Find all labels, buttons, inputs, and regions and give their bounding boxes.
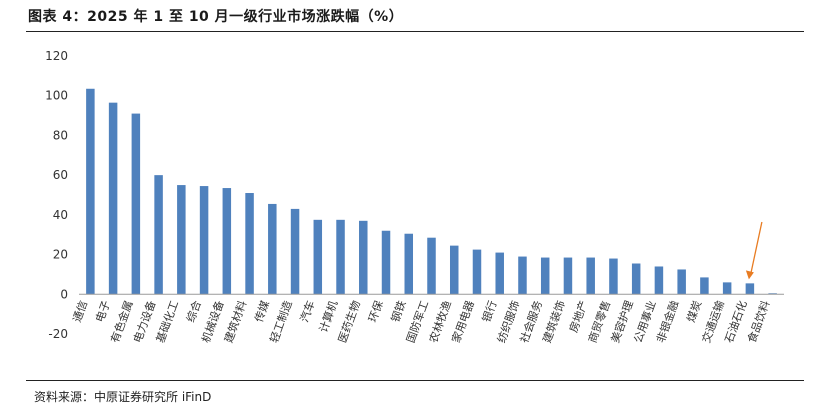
bar	[654, 266, 664, 295]
chart-title: 图表 4：2025 年 1 至 10 月一级行业市场涨跌幅（%）	[28, 9, 404, 25]
y-tick-label: 100	[45, 89, 68, 103]
y-tick-label: 80	[53, 128, 68, 142]
bar	[609, 258, 618, 295]
bar	[427, 237, 436, 295]
category-label: 钢铁	[389, 299, 409, 324]
bar	[745, 283, 755, 295]
bar	[449, 245, 459, 295]
bar	[540, 257, 550, 295]
title-rule	[26, 31, 804, 32]
bar	[586, 257, 595, 295]
bar	[722, 282, 732, 295]
bar	[563, 257, 573, 295]
annotation-arrow-head	[745, 270, 754, 280]
bar	[268, 203, 277, 295]
category-label: 通信	[70, 299, 90, 324]
bar	[154, 175, 163, 295]
y-tick-label: 40	[53, 208, 68, 222]
bar	[86, 88, 95, 295]
category-label: 房地产	[566, 299, 590, 335]
bar	[677, 269, 686, 295]
bar	[472, 249, 482, 295]
category-label: 银行	[479, 299, 500, 324]
bar	[131, 113, 141, 295]
bar	[359, 220, 368, 295]
y-tick-label: 0	[60, 287, 68, 301]
bar	[245, 193, 254, 295]
y-tick-label: 20	[53, 248, 68, 262]
bar	[199, 186, 209, 295]
bar	[631, 263, 641, 295]
y-tick-label: 60	[53, 168, 68, 182]
bar	[222, 188, 232, 295]
bar	[313, 219, 323, 295]
category-label: 综合	[183, 299, 204, 324]
y-tick-label: -20	[48, 327, 68, 341]
source-rule	[26, 380, 804, 381]
bar	[495, 252, 504, 295]
bar	[336, 219, 345, 295]
bar	[177, 185, 186, 295]
bar	[700, 277, 709, 295]
bar	[381, 230, 391, 295]
y-tick-label: 120	[45, 49, 68, 63]
category-label: 计算机	[316, 299, 340, 335]
category-label: 汽车	[297, 299, 318, 324]
category-label: 环保	[365, 299, 386, 324]
bar	[290, 208, 300, 295]
bar	[108, 102, 118, 295]
bar	[518, 256, 527, 295]
category-label: 传媒	[252, 299, 272, 324]
source-note: 资料来源：中原证券研究所 iFinD	[34, 390, 212, 404]
category-label: 煤炭	[684, 299, 704, 324]
annotation-arrow-line	[750, 221, 763, 274]
bar	[404, 233, 414, 295]
category-label: 电子	[93, 299, 113, 324]
